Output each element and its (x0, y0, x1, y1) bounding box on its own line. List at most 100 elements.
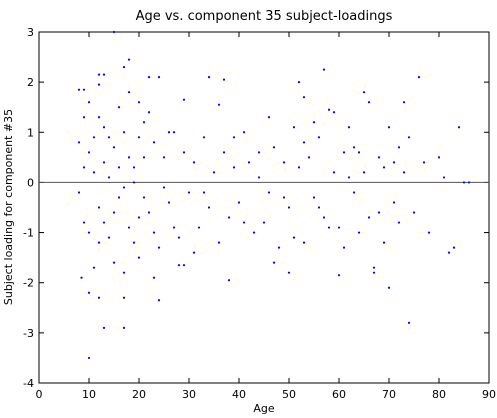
x-axis-label: Age (253, 402, 275, 415)
point (122, 66, 126, 69)
point (362, 171, 366, 174)
point (337, 274, 341, 277)
point (347, 126, 351, 129)
point (132, 181, 136, 184)
point (97, 206, 101, 209)
point (367, 101, 371, 104)
point (77, 191, 81, 194)
point (352, 191, 356, 194)
point (107, 136, 111, 139)
point (317, 136, 321, 139)
point (382, 166, 386, 169)
point (332, 171, 336, 174)
point (467, 181, 471, 184)
x-tick-label: 20 (132, 388, 146, 401)
point (247, 161, 251, 164)
point (177, 236, 181, 239)
point (262, 221, 266, 224)
point (272, 146, 276, 149)
point (412, 211, 416, 214)
point (322, 68, 326, 71)
point (92, 136, 96, 139)
point (187, 191, 191, 194)
point (112, 30, 116, 34)
y-tick-label: -1 (23, 227, 34, 240)
point (152, 231, 156, 234)
point (157, 299, 161, 302)
point (252, 231, 256, 234)
point (377, 211, 381, 214)
point (162, 156, 166, 159)
point (172, 226, 176, 229)
x-tick-label: 80 (432, 388, 446, 401)
point (382, 241, 386, 244)
point (77, 141, 81, 144)
chart-title: Age vs. component 35 subject-loadings (136, 9, 393, 24)
point (97, 83, 101, 86)
point (152, 276, 156, 279)
point (172, 131, 176, 134)
y-tick-label: -2 (23, 277, 34, 290)
point (287, 271, 291, 274)
point (392, 201, 396, 204)
point (107, 176, 111, 179)
point (347, 176, 351, 179)
point (377, 156, 381, 159)
x-tick-label: 70 (382, 388, 396, 401)
point (97, 73, 101, 76)
point (167, 201, 171, 204)
point (97, 116, 101, 119)
point (122, 326, 126, 329)
point (312, 196, 316, 199)
point (352, 146, 356, 149)
point (342, 246, 346, 249)
point (407, 321, 411, 324)
point (267, 191, 271, 194)
point (307, 156, 311, 159)
point (137, 101, 141, 104)
point (357, 151, 361, 154)
point (372, 266, 376, 269)
point (137, 256, 141, 259)
point (87, 151, 91, 154)
point (87, 101, 91, 104)
point (282, 196, 286, 199)
point (147, 211, 151, 214)
point (372, 271, 376, 274)
point (112, 146, 116, 149)
point (92, 171, 96, 174)
point (97, 241, 101, 244)
point (442, 176, 446, 179)
point (287, 206, 291, 209)
point (297, 81, 301, 84)
point (207, 76, 211, 79)
point (132, 241, 136, 244)
point (80, 276, 83, 279)
point (137, 216, 141, 219)
point (237, 201, 241, 204)
point (217, 241, 221, 244)
point (122, 271, 126, 274)
point (397, 146, 401, 149)
point (227, 279, 231, 282)
point (222, 151, 226, 154)
point (342, 151, 346, 154)
point (162, 186, 166, 189)
point (192, 161, 196, 164)
point (142, 196, 146, 199)
point (122, 296, 126, 299)
plot-frame (38, 31, 490, 384)
point (202, 191, 206, 194)
point (142, 156, 146, 159)
point (242, 221, 246, 224)
point (117, 166, 121, 169)
point (127, 156, 131, 159)
x-tick-label: 0 (36, 388, 43, 401)
point (257, 151, 261, 154)
y-tick-label: 2 (27, 76, 34, 89)
point (117, 106, 121, 109)
point (102, 161, 106, 164)
point (292, 236, 296, 239)
point (87, 231, 91, 234)
